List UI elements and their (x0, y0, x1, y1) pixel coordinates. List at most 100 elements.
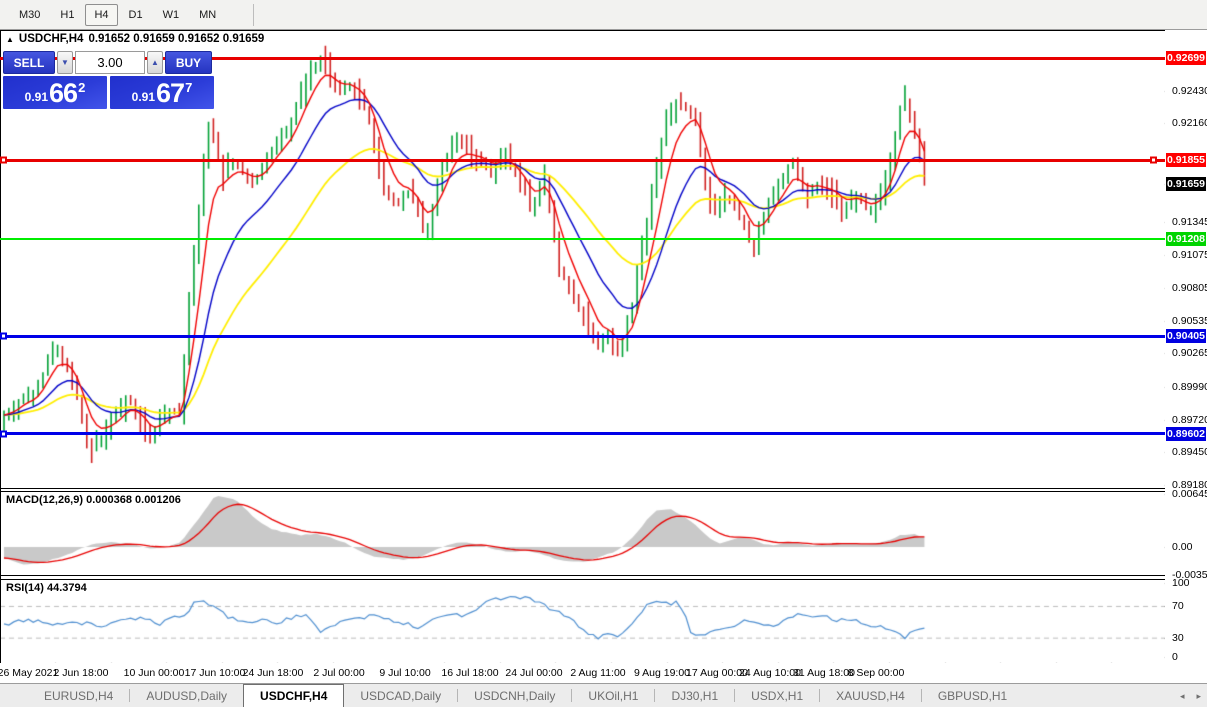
symbol-tab-bar: EURUSD,H4 AUDUSD,Daily USDCHF,H4 USDCAD,Dai… (0, 683, 1207, 707)
chevron-up-icon: ▲ (151, 58, 159, 67)
tab-audusd-daily[interactable]: AUDUSD,Daily (146, 688, 228, 703)
one-click-trading-panel: SELL ▼ 3.00 ▲ BUY 0.91 66 2 0.91 67 7 (3, 51, 214, 109)
timeframe-w1[interactable]: W1 (162, 8, 180, 21)
x-axis-label: 17 Jun 10:00 (184, 667, 246, 679)
x-axis-label: 8 Sep 00:00 (847, 667, 905, 679)
volume-decrease-button[interactable]: ▼ (57, 51, 73, 74)
price-badge: 0.91208 (1166, 232, 1206, 246)
x-axis-label: 9 Aug 19:00 (633, 667, 691, 679)
line-handle[interactable] (0, 156, 7, 164)
chart-ohlc-values: 0.91652 0.91659 0.91652 0.91659 (88, 33, 265, 45)
price-badge: 0.91659 (1166, 177, 1206, 192)
rsi-axis-label: 100 (1172, 577, 1190, 589)
tab-usdcad-daily[interactable]: USDCAD,Daily (360, 688, 442, 703)
y-axis-tick-label: 0.90535 (1172, 314, 1207, 327)
bid-pips: 66 (49, 78, 78, 108)
ask-pips: 67 (156, 78, 185, 108)
ask-point: 7 (185, 80, 193, 95)
timeframe-toolbar: M30 H1 H4 D1 W1 MN (0, 0, 1207, 30)
line-handle[interactable] (1150, 156, 1157, 164)
horizontal-line-0.90405[interactable] (0, 332, 1165, 340)
tab-scroll-right-button[interactable]: ▸ (1196, 690, 1201, 701)
toolbar-separator (253, 3, 255, 26)
x-axis-label: 24 Jun 18:00 (242, 667, 304, 679)
y-axis-tick-label: 0.91345 (1172, 216, 1207, 229)
chart-title: ▲ USDCHF,H4 0.91652 0.91659 0.91652 0.91… (6, 33, 264, 45)
x-axis-label: 9 Jul 10:00 (379, 667, 431, 679)
tab-gbpusd-h1[interactable]: GBPUSD,H1 (937, 688, 1008, 703)
y-axis-tick-label: 0.89990 (1172, 380, 1207, 393)
horizontal-line-0.92699[interactable] (0, 56, 1165, 60)
horizontal-line-0.91208[interactable] (0, 238, 1165, 240)
line-handle[interactable] (0, 332, 7, 340)
rsi-axis-label: 70 (1172, 600, 1184, 612)
volume-input[interactable]: 3.00 (75, 51, 145, 74)
chart-window: ▲ USDCHF,H4 0.91652 0.91659 0.91652 0.91… (0, 30, 1207, 683)
tab-usdchf-h4[interactable]: USDCHF,H4 (243, 684, 345, 707)
bid-price-display[interactable]: 0.91 66 2 (3, 76, 107, 109)
tab-usdx-h1[interactable]: USDX,H1 (751, 688, 804, 703)
buy-button[interactable]: BUY (165, 51, 212, 74)
tab-separator (734, 689, 736, 702)
main-panel-bottom-border (0, 488, 1165, 489)
ask-price-display[interactable]: 0.91 67 7 (110, 76, 214, 109)
tab-separator (819, 689, 821, 702)
macd-axis-label: -0.003507 (1172, 569, 1207, 581)
time-axis: 26 May 2021 2 Jun 18:00 10 Jun 00:00 17 Jun… (0, 663, 1207, 683)
timeframe-m30[interactable]: M30 (19, 8, 41, 21)
bid-point: 2 (78, 80, 86, 95)
rsi-axis-label: 0 (1172, 651, 1178, 663)
rsi-axis-label: 30 (1172, 632, 1184, 644)
tab-scroll-left-button[interactable]: ◂ (1179, 690, 1185, 701)
chart-border-left (0, 30, 1, 663)
y-axis-tick-label: 0.90265 (1172, 347, 1207, 360)
x-axis-label: 2 Jul 00:00 (313, 667, 365, 679)
y-axis-tick-label: 0.89180 (1172, 479, 1207, 492)
tab-dj30-h1[interactable]: DJ30,H1 (671, 688, 719, 703)
price-chart-canvas[interactable] (0, 30, 1207, 683)
tab-separator (571, 689, 573, 702)
horizontal-line-0.89602[interactable] (0, 430, 1165, 438)
price-badge: 0.90405 (1166, 329, 1206, 344)
x-axis-label: 31 Aug 18:00 (793, 667, 855, 679)
timeframe-d1[interactable]: D1 (128, 8, 143, 21)
timeframe-mn[interactable]: MN (199, 8, 217, 21)
x-axis-label: 17 Aug 00:00 (686, 667, 748, 679)
y-axis-tick-label: 0.89720 (1172, 413, 1207, 426)
macd-panel-top-border (0, 491, 1165, 492)
tab-ukoil-h1[interactable]: UKOil,H1 (588, 688, 639, 703)
macd-axis-label: 0.00 (1172, 541, 1193, 553)
volume-increase-button[interactable]: ▲ (147, 51, 163, 74)
collapse-chart-icon[interactable]: ▲ (6, 34, 14, 44)
y-axis-tick-label: 0.89450 (1172, 446, 1207, 459)
macd-panel-bottom-border (0, 575, 1165, 576)
line-handle[interactable] (0, 430, 7, 438)
chart-border-top (0, 30, 1207, 31)
tab-separator (920, 689, 922, 702)
x-axis-label: 10 Jun 00:00 (123, 667, 185, 679)
tab-eurusd-h4[interactable]: EURUSD,H4 (44, 688, 114, 703)
chevron-down-icon: ▼ (61, 58, 69, 67)
tab-separator (654, 689, 656, 702)
x-axis-label: 24 Aug 10:00 (739, 667, 801, 679)
y-axis-tick-label: 0.92430 (1172, 84, 1207, 97)
y-axis-tick-label: 0.92160 (1172, 117, 1207, 130)
tab-xauusd-h4[interactable]: XAUUSD,H4 (836, 688, 905, 703)
macd-axis-label: 0.006451 (1172, 487, 1207, 500)
price-badge: 0.89602 (1166, 426, 1206, 441)
price-badge: 0.92699 (1166, 51, 1206, 66)
y-axis-tick-label: 0.91075 (1172, 249, 1207, 262)
y-axis-tick-label: 0.90805 (1172, 281, 1207, 294)
x-axis-label: 24 Jul 00:00 (505, 667, 563, 679)
price-badge: 0.91855 (1166, 153, 1206, 168)
price-axis: 0.92430 0.92160 0.91345 0.91075 0.90805 0.905… (1165, 30, 1207, 683)
x-axis-label: 2 Jun 18:00 (53, 667, 109, 679)
timeframe-h4[interactable]: H4 (85, 3, 118, 26)
horizontal-line-0.91855[interactable] (0, 156, 1165, 164)
tab-usdcnh-daily[interactable]: USDCNH,Daily (474, 688, 556, 703)
rsi-panel-top-border (0, 579, 1165, 580)
timeframe-h1[interactable]: H1 (60, 8, 75, 21)
bid-prefix: 0.91 (24, 90, 49, 104)
rsi-indicator-label: RSI(14) 44.3794 (6, 582, 87, 594)
sell-button[interactable]: SELL (3, 51, 55, 74)
